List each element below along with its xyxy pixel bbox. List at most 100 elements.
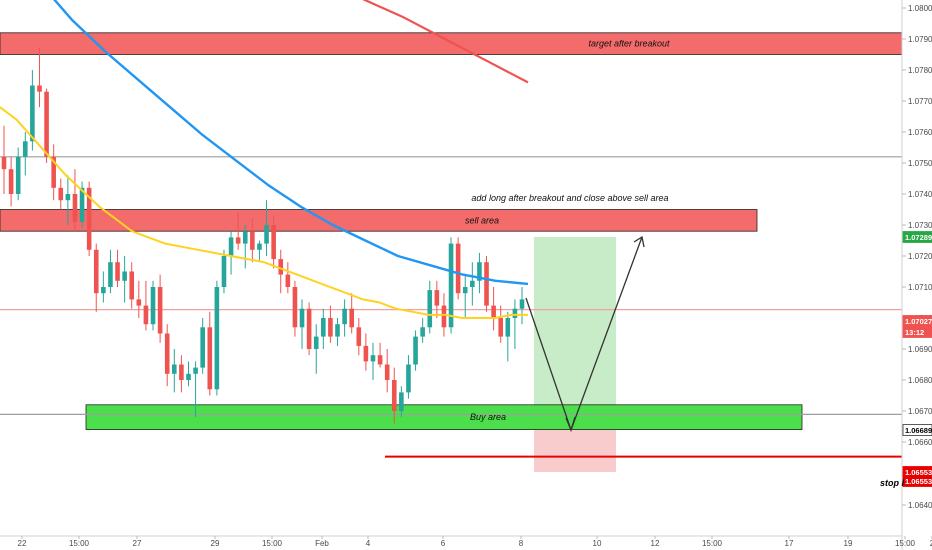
candle [143,280,149,331]
candle-body [342,308,347,325]
candle-body [370,355,376,362]
candle [342,299,347,337]
candle-body [93,249,99,294]
ma-long-line [362,0,529,84]
ma-fast-line [0,106,528,319]
candle-body [44,91,49,157]
candle [214,280,220,396]
candle [278,249,284,294]
candle [413,330,418,371]
candle [108,249,113,294]
candle [72,169,78,232]
time-tick-label: 4 [366,539,371,548]
candle-body [221,256,227,287]
candle-body [321,318,326,337]
candle-body [441,305,447,328]
time-tick-label: 15:00 [69,539,90,548]
candle [377,342,383,368]
candle [129,262,135,309]
price-tick-label: 1.07400 [908,190,932,199]
candle-body [214,287,220,390]
candle-body [157,287,163,334]
sell-zone [0,209,758,232]
candle [235,212,241,250]
candle-body [328,318,333,337]
candle-body [413,336,418,365]
candle-body [51,156,56,188]
price-tick-label: 1.07900 [908,35,932,44]
price-tick-label: 1.06800 [908,376,932,385]
candle [115,249,120,287]
candle [179,355,184,393]
svg-text:1.06689: 1.06689 [905,426,932,435]
candle [150,280,156,331]
candle-body [384,364,390,380]
candle-body [406,364,411,393]
candle [65,175,71,225]
candle-body [179,364,184,380]
candle [93,243,99,312]
candle-body [519,299,525,309]
candle [186,361,191,387]
candle [207,311,213,396]
candle-body [505,318,511,337]
candle [406,355,411,399]
price-tick-label: 1.06600 [908,438,932,447]
price-tick-label: 1.07300 [908,221,932,230]
candle-body [207,327,213,390]
candle [391,367,397,424]
candle-body [115,262,120,281]
candle [306,302,312,356]
ma-slow-line [53,0,529,286]
price-tag-countdown: 13:12 [902,326,932,338]
candle [193,361,198,418]
candle-body [391,380,397,411]
candle [172,349,177,393]
candle-body [363,345,369,362]
candle [370,342,376,380]
candle-body [150,287,156,325]
candle [242,225,248,269]
candle-body [477,262,482,281]
candle [349,293,354,334]
candle-body [58,187,64,201]
candle-body [65,194,71,201]
candle [519,287,525,325]
price-tick-label: 1.07200 [908,252,932,261]
candle [37,48,42,108]
price-tick-label: 1.08000 [908,4,932,13]
candle-body [30,85,35,142]
candle [512,299,518,349]
svg-text:1.06553: 1.06553 [905,477,932,486]
candle-body [200,327,205,368]
candle [491,287,496,331]
price-tick-label: 1.06400 [908,501,932,510]
candle-body [491,305,496,318]
svg-text:1.07027: 1.07027 [905,317,932,326]
candle [228,231,234,275]
candle-body [257,243,262,250]
arrow-down-head [565,416,576,432]
candle-body [306,308,312,349]
candle [399,386,404,418]
candle [285,262,291,294]
candle [1,125,7,194]
candle-body [101,287,106,294]
time-tick-label: 15:00 [262,539,283,548]
candle-body [498,318,504,337]
candle [250,218,255,263]
price-tick-label: 1.07500 [908,159,932,168]
time-tick-label: 29 [211,539,220,548]
candle [221,249,227,294]
candle-body [72,194,78,222]
time-tick-label: 17 [785,539,794,548]
sell-zone-label: sell area [465,215,499,225]
candle [313,324,319,374]
candle [122,256,127,303]
candle-body [356,327,362,346]
candle [356,318,362,356]
candle-body [8,169,14,194]
candle [200,318,205,374]
candle [321,308,326,349]
